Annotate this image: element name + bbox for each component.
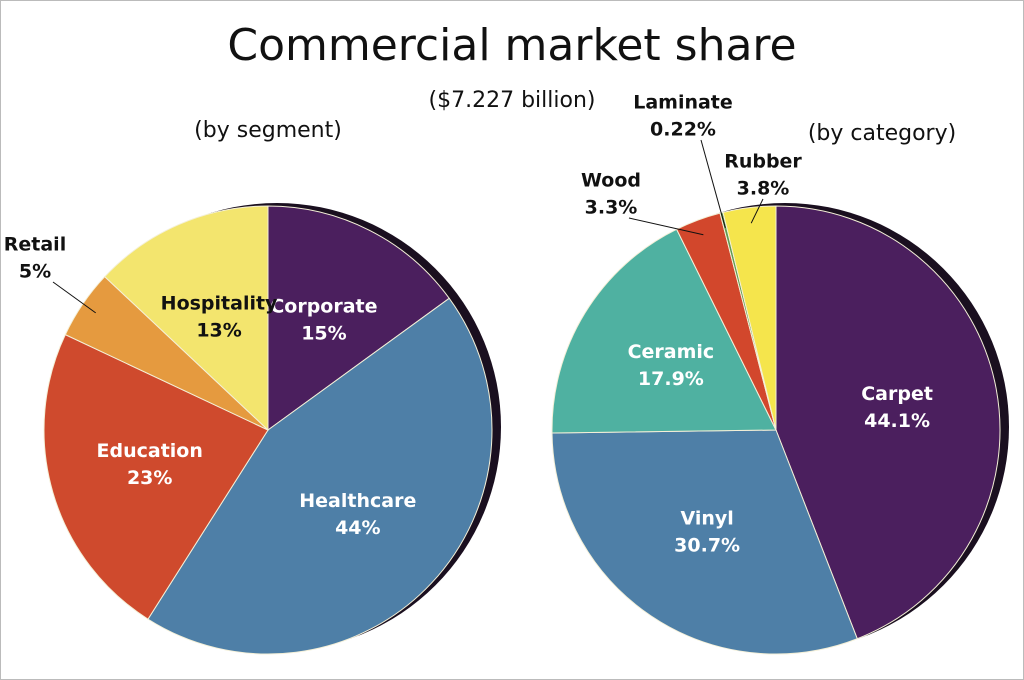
pie-slice (775, 205, 1001, 640)
pie-slice (267, 205, 450, 431)
chart-title: Commercial market share (227, 20, 796, 71)
slice-label: Corporate (270, 296, 377, 318)
slice-value: 30.7% (674, 535, 740, 557)
pie-slice (551, 429, 858, 655)
pie-subtitle: (by category) (808, 121, 956, 146)
chart-subtitle: ($7.227 billion) (429, 88, 596, 113)
slice-label: Ceramic (628, 341, 715, 363)
pie-subtitle: (by segment) (194, 118, 342, 143)
slice-label: Hospitality (161, 292, 278, 314)
slice-value: 3.8% (737, 178, 790, 200)
slice-label: Healthcare (299, 490, 416, 512)
pie-slice (551, 228, 777, 434)
slice-value: 13% (196, 319, 241, 341)
slice-value: 5% (19, 261, 51, 283)
leader-line (628, 217, 704, 236)
pie-slice (104, 205, 269, 432)
slice-value: 3.3% (585, 197, 638, 219)
slice-label: Rubber (724, 151, 802, 173)
slice-value: 44% (335, 517, 380, 539)
slice-label: Vinyl (680, 508, 733, 530)
pie-slice (722, 205, 777, 431)
leader-line (52, 281, 96, 314)
slice-value: 23% (127, 467, 172, 489)
slice-label: Wood (581, 170, 641, 192)
pie-slice (43, 333, 269, 620)
slice-label: Carpet (861, 383, 933, 405)
slice-value: 44.1% (864, 410, 930, 432)
slice-value: 0.22% (650, 119, 716, 141)
leader-line (700, 139, 726, 229)
slice-label: Education (97, 440, 203, 462)
pie-slice (147, 297, 493, 655)
slice-label: Retail (4, 234, 66, 256)
slice-value: 15% (301, 323, 346, 345)
slice-label: Laminate (633, 92, 733, 114)
leader-line (750, 198, 764, 224)
slice-value: 17.9% (638, 368, 704, 390)
